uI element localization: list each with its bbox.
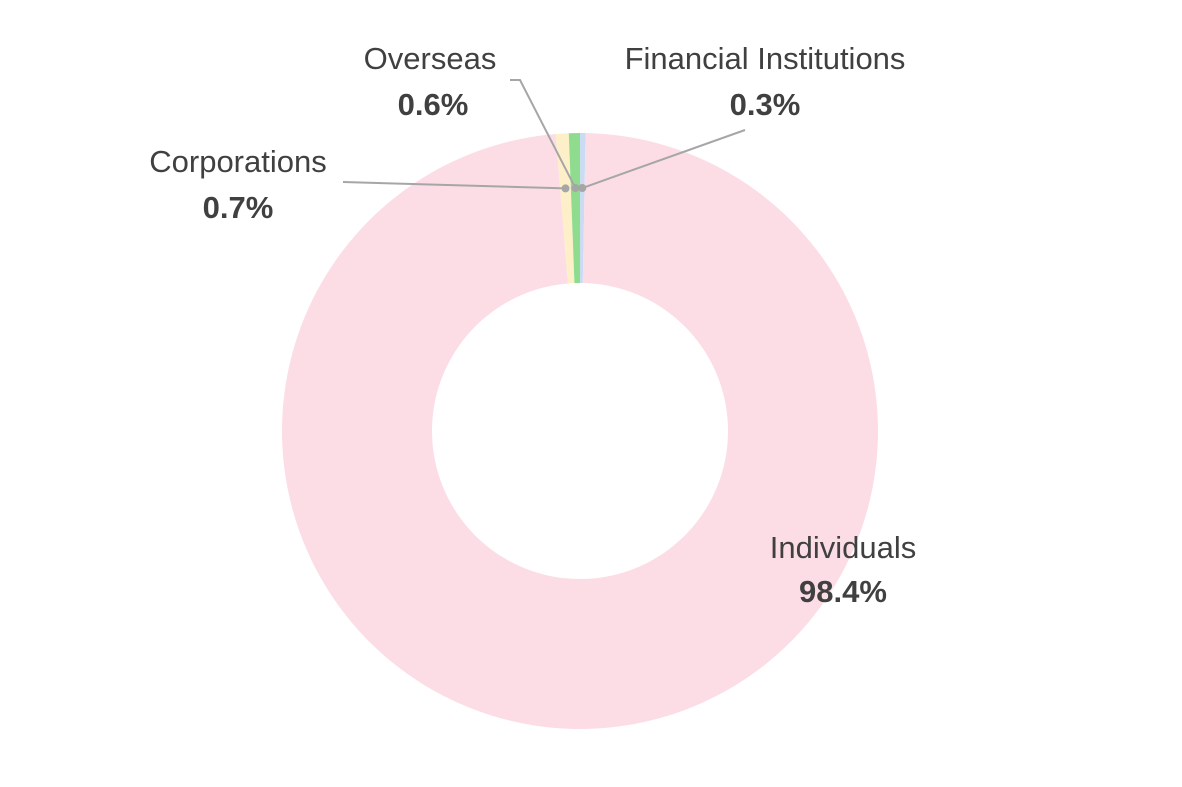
leader-overseas-dot <box>571 184 580 193</box>
label-corporations-value: 0.7% <box>203 190 274 225</box>
label-corporations-name: Corporations <box>149 144 326 179</box>
slice-individuals <box>282 133 879 730</box>
leader-corporations <box>342 181 566 190</box>
label-individuals-value: 98.4% <box>799 574 887 609</box>
leader-financial-institutions-dot <box>578 184 587 193</box>
label-overseas-value: 0.6% <box>398 87 469 122</box>
slices-group <box>282 133 879 730</box>
leader-lines-group <box>342 79 746 193</box>
label-financial-institutions-value: 0.3% <box>730 87 801 122</box>
leader-overseas <box>510 79 577 189</box>
label-overseas-name: Overseas <box>364 41 497 76</box>
label-financial-institutions-name: Financial Institutions <box>625 41 906 76</box>
leader-corporations-dot <box>561 184 570 193</box>
label-individuals-name: Individuals <box>770 530 916 565</box>
slice-overseas <box>568 133 580 284</box>
slice-corporations <box>555 133 575 284</box>
slice-financial-institutions <box>580 133 586 284</box>
leader-financial-institutions <box>581 129 746 189</box>
